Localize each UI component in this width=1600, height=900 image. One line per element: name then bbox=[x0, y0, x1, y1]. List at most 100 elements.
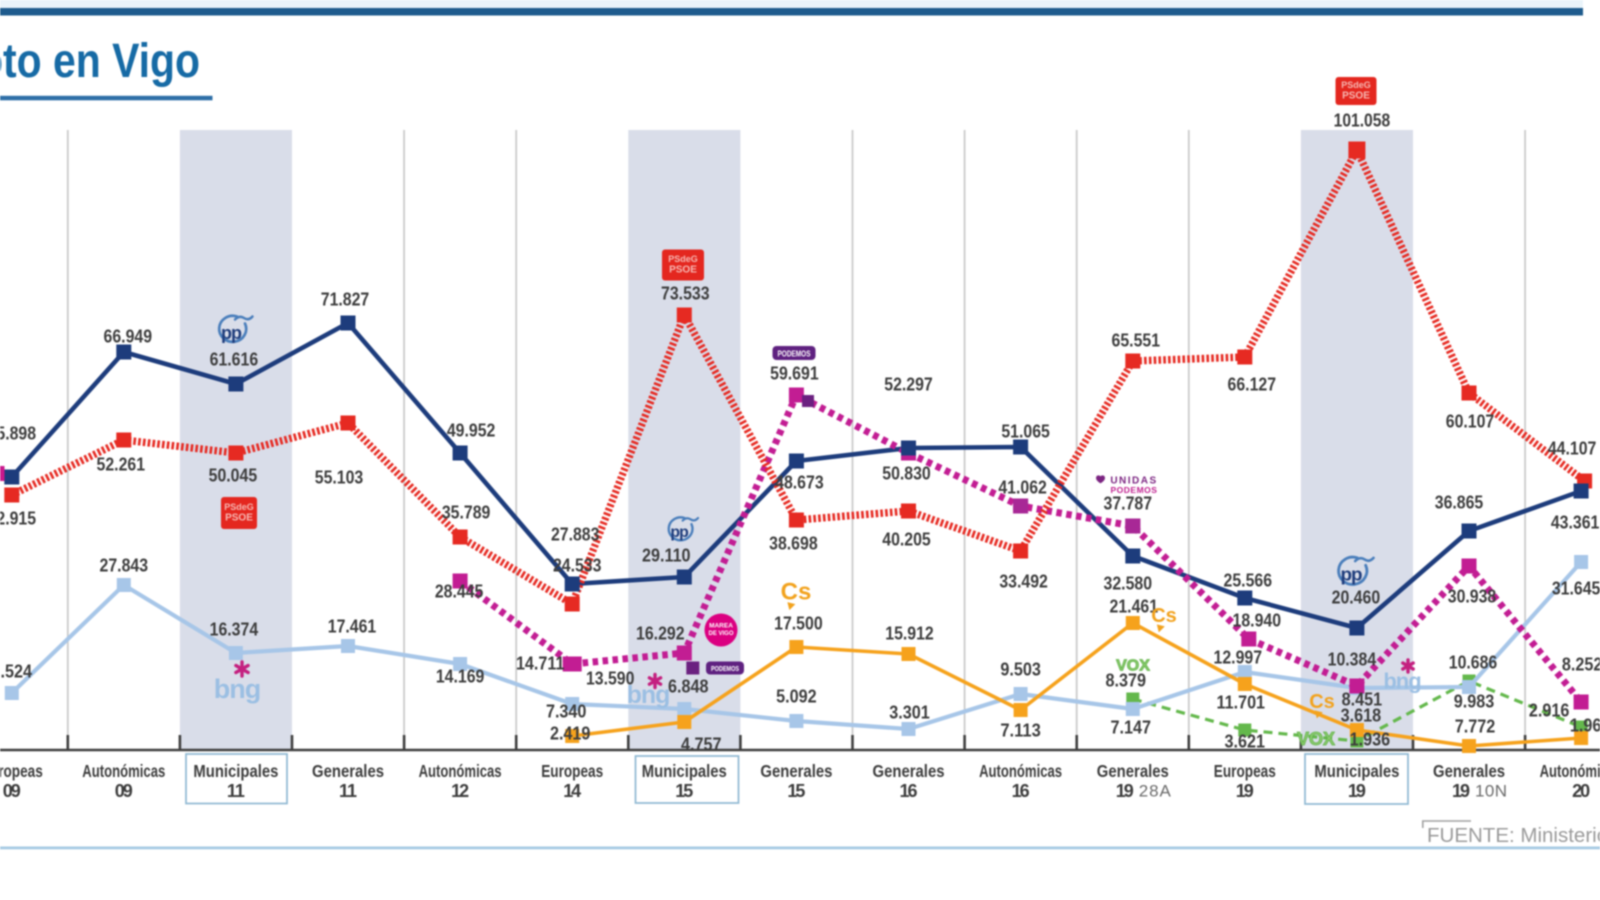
svg-text:15.912: 15.912 bbox=[885, 623, 934, 644]
svg-text:15: 15 bbox=[787, 781, 805, 801]
svg-text:Cs: Cs bbox=[1309, 691, 1335, 713]
svg-text:09: 09 bbox=[115, 781, 133, 801]
svg-text:19: 19 bbox=[1348, 781, 1366, 801]
svg-text:60.107: 60.107 bbox=[1446, 411, 1495, 432]
svg-text:11: 11 bbox=[227, 781, 245, 801]
svg-text:pp: pp bbox=[670, 524, 689, 541]
svg-text:1.969: 1.969 bbox=[1570, 715, 1600, 736]
svg-text:9.983: 9.983 bbox=[1454, 691, 1495, 712]
svg-text:PSdeG: PSdeG bbox=[668, 254, 698, 264]
svg-text:bng: bng bbox=[214, 674, 260, 704]
svg-text:bng: bng bbox=[627, 681, 670, 709]
svg-text:7.147: 7.147 bbox=[1111, 717, 1152, 738]
svg-text:Generales: Generales bbox=[873, 761, 945, 781]
svg-text:59.691: 59.691 bbox=[770, 363, 819, 384]
svg-text:Europeas: Europeas bbox=[1214, 761, 1276, 781]
svg-text:25.566: 25.566 bbox=[1224, 570, 1273, 591]
svg-text:33.492: 33.492 bbox=[999, 571, 1048, 592]
svg-text:UNIDAS: UNIDAS bbox=[1110, 476, 1157, 487]
svg-text:37.787: 37.787 bbox=[1104, 493, 1153, 514]
svg-text:48.673: 48.673 bbox=[775, 472, 824, 493]
svg-text:pp: pp bbox=[1340, 565, 1361, 586]
svg-text:pp: pp bbox=[221, 323, 242, 343]
svg-text:28A: 28A bbox=[1139, 782, 1172, 801]
svg-text:Cs: Cs bbox=[781, 579, 812, 606]
svg-text:49.952: 49.952 bbox=[447, 420, 496, 441]
svg-text:19: 19 bbox=[1452, 781, 1470, 801]
svg-text:PSdeG: PSdeG bbox=[224, 502, 254, 512]
svg-text:FUENTE: Ministerio del Interio: FUENTE: Ministerio del Interior bbox=[1427, 824, 1600, 847]
svg-text:27.843: 27.843 bbox=[100, 555, 149, 576]
svg-text:19: 19 bbox=[1236, 781, 1254, 801]
svg-text:VOX: VOX bbox=[1297, 729, 1335, 749]
svg-text:3.618: 3.618 bbox=[1341, 705, 1382, 726]
svg-text:Municipales: Municipales bbox=[642, 761, 727, 781]
svg-text:14.711: 14.711 bbox=[516, 653, 565, 674]
svg-text:66.127: 66.127 bbox=[1228, 374, 1277, 395]
svg-text:12: 12 bbox=[451, 781, 469, 801]
svg-text:Generales: Generales bbox=[1433, 761, 1505, 781]
svg-text:52.297: 52.297 bbox=[884, 374, 933, 395]
svg-text:30.938: 30.938 bbox=[1448, 586, 1497, 607]
svg-text:20.460: 20.460 bbox=[1332, 587, 1381, 608]
svg-text:11.701: 11.701 bbox=[1217, 692, 1266, 713]
svg-text:PODEMOS: PODEMOS bbox=[1111, 485, 1158, 495]
svg-text:3.301: 3.301 bbox=[889, 702, 930, 723]
svg-text:10.686: 10.686 bbox=[1449, 652, 1498, 673]
svg-text:oto en Vigo: oto en Vigo bbox=[0, 35, 200, 88]
svg-text:PODEMOS: PODEMOS bbox=[778, 349, 811, 359]
svg-text:50.045: 50.045 bbox=[209, 465, 258, 486]
svg-text:14: 14 bbox=[563, 781, 581, 801]
svg-text:Generales: Generales bbox=[760, 761, 832, 781]
svg-text:Cs: Cs bbox=[1151, 605, 1177, 627]
svg-text:7.772: 7.772 bbox=[1455, 716, 1496, 737]
svg-text:7.113: 7.113 bbox=[1000, 720, 1041, 741]
svg-text:38.698: 38.698 bbox=[769, 533, 818, 554]
svg-text:Europeas: Europeas bbox=[0, 761, 43, 781]
svg-text:16.292: 16.292 bbox=[636, 623, 685, 644]
svg-text:16: 16 bbox=[1012, 781, 1030, 801]
svg-text:3.621: 3.621 bbox=[1225, 731, 1266, 752]
svg-text:PSOE: PSOE bbox=[1342, 91, 1370, 102]
svg-text:40.205: 40.205 bbox=[882, 529, 931, 550]
svg-text:71.827: 71.827 bbox=[321, 289, 370, 310]
svg-text:1.936: 1.936 bbox=[1350, 729, 1391, 750]
svg-text:73.533: 73.533 bbox=[661, 283, 710, 304]
svg-text:15: 15 bbox=[675, 781, 693, 801]
svg-text:18.940: 18.940 bbox=[1233, 610, 1282, 631]
svg-text:51.065: 51.065 bbox=[1001, 421, 1050, 442]
svg-text:43.361: 43.361 bbox=[1551, 512, 1600, 533]
svg-text:PSOE: PSOE bbox=[225, 513, 253, 524]
svg-text:61.616: 61.616 bbox=[210, 349, 259, 370]
svg-text:14.169: 14.169 bbox=[436, 666, 485, 687]
svg-text:16.374: 16.374 bbox=[210, 619, 259, 640]
svg-text:16: 16 bbox=[900, 781, 918, 801]
svg-text:35.789: 35.789 bbox=[442, 502, 491, 523]
svg-text:21.461: 21.461 bbox=[1110, 596, 1159, 617]
svg-text:Autonómicas: Autonómicas bbox=[1540, 761, 1600, 781]
svg-text:5.092: 5.092 bbox=[776, 686, 817, 707]
svg-text:Municipales: Municipales bbox=[1314, 761, 1399, 781]
svg-text:2.916: 2.916 bbox=[1529, 700, 1570, 721]
svg-text:42.915: 42.915 bbox=[0, 508, 36, 529]
svg-text:9.524: 9.524 bbox=[0, 661, 33, 682]
svg-text:Autonómicas: Autonómicas bbox=[979, 761, 1062, 781]
svg-text:VOX: VOX bbox=[1116, 658, 1150, 675]
svg-text:10.384: 10.384 bbox=[1328, 649, 1377, 670]
svg-text:bng: bng bbox=[1383, 669, 1420, 694]
svg-text:66.949: 66.949 bbox=[104, 326, 153, 347]
svg-text:17.500: 17.500 bbox=[774, 613, 823, 634]
svg-text:2.419: 2.419 bbox=[550, 723, 591, 744]
svg-text:Autonómicas: Autonómicas bbox=[82, 761, 165, 781]
svg-text:13.590: 13.590 bbox=[586, 668, 635, 689]
svg-text:PSdeG: PSdeG bbox=[1341, 80, 1371, 90]
svg-text:6.848: 6.848 bbox=[668, 676, 709, 697]
svg-text:12.997: 12.997 bbox=[1214, 647, 1263, 668]
svg-text:36.865: 36.865 bbox=[1435, 492, 1484, 513]
svg-text:65.551: 65.551 bbox=[1112, 330, 1161, 351]
svg-text:24.533: 24.533 bbox=[553, 555, 602, 576]
svg-text:31.645: 31.645 bbox=[1552, 578, 1600, 599]
svg-text:20: 20 bbox=[1572, 781, 1590, 801]
svg-text:8.252: 8.252 bbox=[1562, 654, 1600, 675]
svg-text:8.379: 8.379 bbox=[1106, 670, 1147, 691]
